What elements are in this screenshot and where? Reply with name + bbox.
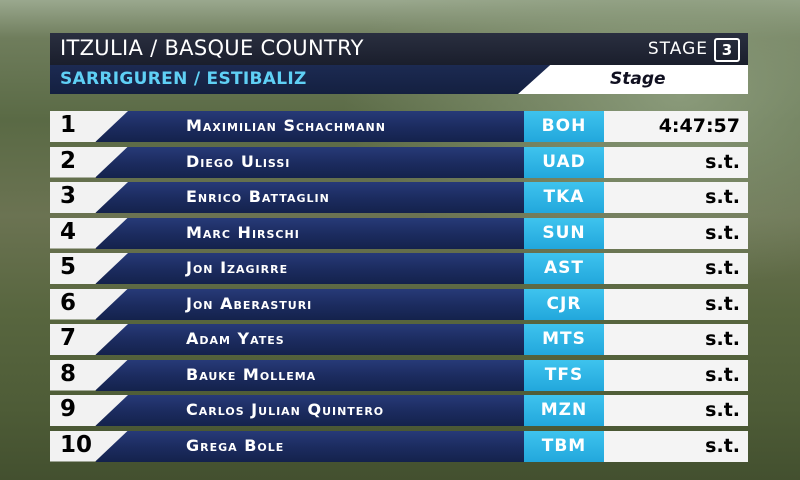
team-code: SUN bbox=[542, 222, 586, 243]
rider-name-bar: Jon Izagirre bbox=[96, 253, 524, 284]
time-box: s.t. bbox=[604, 253, 748, 284]
rider-rank: 4 bbox=[60, 218, 77, 245]
race-title: ITZULIA / BASQUE COUNTRY bbox=[60, 36, 364, 60]
rider-name: Adam Yates bbox=[186, 329, 285, 348]
rider-name-bar: Marc Hirschi bbox=[96, 217, 524, 249]
rider-time: s.t. bbox=[705, 363, 740, 386]
rider-rank: 1 bbox=[60, 112, 77, 138]
rider-name: Bauke Mollema bbox=[186, 364, 317, 384]
rider-name-bar: Adam Yates bbox=[96, 324, 524, 355]
team-box: SUN bbox=[524, 217, 604, 249]
rider-time: s.t. bbox=[705, 434, 740, 457]
team-code: MTS bbox=[542, 329, 586, 349]
team-box: AST bbox=[524, 253, 604, 284]
rider-name-bar: Carlos Julian Quintero bbox=[96, 395, 524, 426]
stage-label: STAGE bbox=[647, 39, 708, 59]
rider-name: Grega Bole bbox=[186, 435, 285, 455]
result-row: Diego Ulissi 2 UAD s.t. bbox=[50, 146, 748, 178]
rider-rank: 5 bbox=[60, 254, 77, 280]
classification-label: Stage bbox=[610, 69, 666, 89]
team-code: UAD bbox=[542, 151, 586, 172]
team-box: TBM bbox=[524, 430, 604, 462]
team-box: MZN bbox=[524, 395, 604, 426]
result-row: Enrico Battaglin 3 TKA s.t. bbox=[50, 182, 748, 213]
team-box: BOH bbox=[524, 111, 604, 142]
rider-name: Maximilian Schachmann bbox=[186, 116, 386, 135]
rider-name-bar: Bauke Mollema bbox=[96, 359, 524, 391]
rider-name: Jon Izagirre bbox=[186, 258, 289, 277]
team-box: TFS bbox=[524, 359, 604, 391]
rider-rank: 10 bbox=[60, 431, 93, 458]
rider-name: Marc Hirschi bbox=[186, 222, 300, 242]
rider-time: s.t. bbox=[705, 150, 740, 173]
rider-rank: 3 bbox=[60, 183, 77, 209]
time-box: s.t. bbox=[604, 288, 748, 320]
team-box: MTS bbox=[524, 324, 604, 355]
rider-rank: 2 bbox=[60, 147, 77, 174]
result-row: Jon Aberasturi 6 CJR s.t. bbox=[50, 288, 748, 320]
rider-name-bar: Diego Ulissi bbox=[96, 146, 524, 178]
time-box: 4:47:57 bbox=[604, 111, 748, 142]
rider-rank: 8 bbox=[60, 360, 77, 387]
team-box: CJR bbox=[524, 288, 604, 320]
rider-time: s.t. bbox=[705, 399, 740, 421]
race-header: ITZULIA / BASQUE COUNTRY STAGE 3 bbox=[50, 33, 748, 65]
team-code: TKA bbox=[543, 187, 585, 207]
team-box: TKA bbox=[524, 182, 604, 213]
team-code: TFS bbox=[544, 364, 584, 385]
time-box: s.t. bbox=[604, 217, 748, 249]
team-code: CJR bbox=[546, 293, 582, 314]
route-text: SARRIGUREN / ESTIBALIZ bbox=[60, 69, 307, 89]
rider-name-bar: Grega Bole bbox=[96, 430, 524, 462]
rider-rank: 7 bbox=[60, 325, 77, 351]
team-code: BOH bbox=[541, 116, 587, 136]
rider-rank: 9 bbox=[60, 396, 77, 422]
team-box: UAD bbox=[524, 146, 604, 178]
rider-name: Carlos Julian Quintero bbox=[186, 400, 385, 419]
classification-tab: Stage bbox=[518, 65, 748, 94]
team-code: TBM bbox=[541, 435, 587, 456]
rider-name-bar: Enrico Battaglin bbox=[96, 182, 524, 213]
team-code: MZN bbox=[540, 400, 588, 420]
rider-name-bar: Maximilian Schachmann bbox=[96, 111, 524, 142]
stage-number-badge: 3 bbox=[714, 38, 740, 62]
route-header: SARRIGUREN / ESTIBALIZ Stage bbox=[50, 65, 748, 94]
rider-time: s.t. bbox=[705, 257, 740, 279]
time-box: s.t. bbox=[604, 182, 748, 213]
rider-time: s.t. bbox=[705, 186, 740, 208]
result-row: Adam Yates 7 MTS s.t. bbox=[50, 324, 748, 355]
time-box: s.t. bbox=[604, 324, 748, 355]
result-row: Marc Hirschi 4 SUN s.t. bbox=[50, 217, 748, 249]
time-box: s.t. bbox=[604, 430, 748, 462]
rider-time: s.t. bbox=[705, 328, 740, 350]
rider-time: 4:47:57 bbox=[658, 115, 740, 137]
rider-name-bar: Jon Aberasturi bbox=[96, 288, 524, 320]
result-row: Grega Bole 10 TBM s.t. bbox=[50, 430, 748, 462]
rider-name: Enrico Battaglin bbox=[186, 187, 330, 206]
time-box: s.t. bbox=[604, 395, 748, 426]
time-box: s.t. bbox=[604, 146, 748, 178]
rider-time: s.t. bbox=[705, 221, 740, 244]
time-box: s.t. bbox=[604, 359, 748, 391]
rider-time: s.t. bbox=[705, 292, 740, 315]
result-row: Jon Izagirre 5 AST s.t. bbox=[50, 253, 748, 284]
result-row: Carlos Julian Quintero 9 MZN s.t. bbox=[50, 395, 748, 426]
rider-name: Jon Aberasturi bbox=[186, 293, 313, 313]
rider-rank: 6 bbox=[60, 289, 77, 316]
team-code: AST bbox=[544, 258, 584, 278]
result-row: Bauke Mollema 8 TFS s.t. bbox=[50, 359, 748, 391]
result-row: Maximilian Schachmann 1 BOH 4:47:57 bbox=[50, 111, 748, 142]
rider-name: Diego Ulissi bbox=[186, 151, 291, 171]
